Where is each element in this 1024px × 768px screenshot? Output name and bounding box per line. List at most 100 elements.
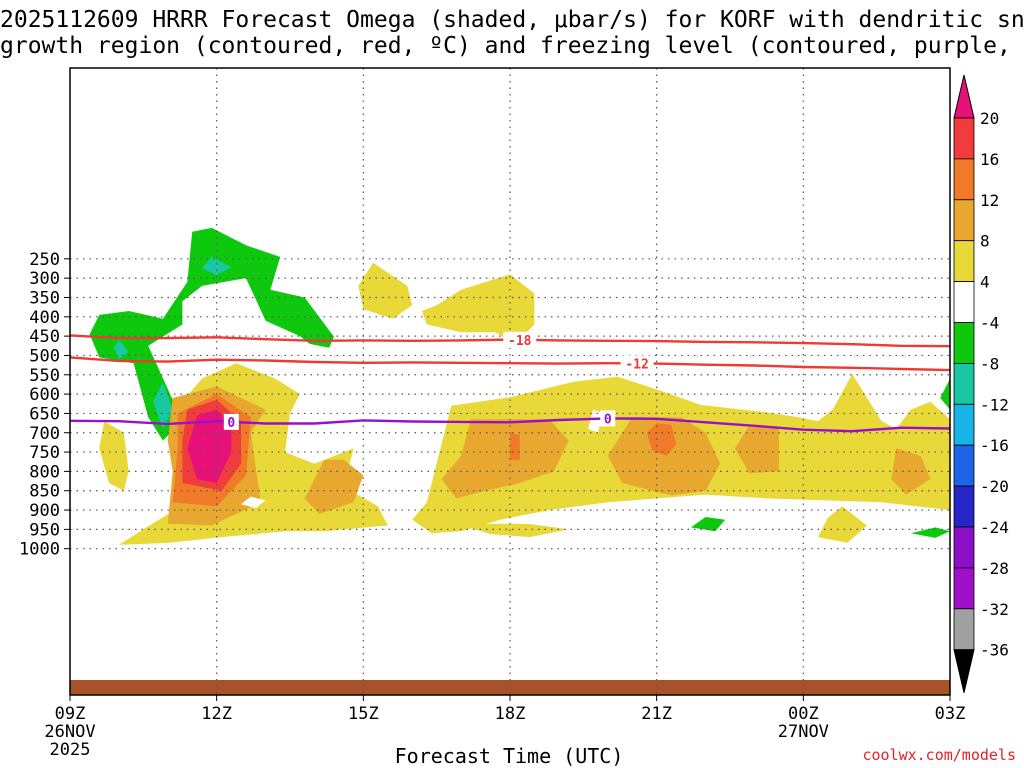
xtick-label-09Z: 09Z [55,704,86,724]
colorbar-swatch-8 [953,403,975,446]
colorbar-arrow-top [953,74,975,119]
colorbar-label-1: 16 [980,150,999,169]
ytick-label-600: 600 [29,385,60,405]
omega-region-16 [734,425,779,474]
omega-region-4 [153,382,173,429]
contour-label-freezing_level-0: 0 [227,416,235,431]
colorbar-label-5: -4 [980,314,999,333]
colorbar-swatch-2 [953,158,975,201]
contour-label-freezing_level-1: 0 [604,412,612,427]
contour-label-bg-freezing_level-1 [600,410,616,427]
colorbar-swatch-9 [953,444,975,487]
ytick-label-450: 450 [29,327,60,347]
x-axis-title: Forecast Time (UTC) [394,744,624,768]
omega-region-1 [246,245,334,348]
contour-freezing_level [69,417,951,433]
contour-label-dgz_bottom-0: -12 [625,357,648,372]
omega-region-19 [510,432,520,460]
ytick-label-1000: 1000 [19,540,60,560]
colorbar-label-0: 20 [980,109,999,128]
ytick-label-700: 700 [29,424,60,444]
ytick-label-900: 900 [29,501,60,521]
omega-region-11 [818,506,867,543]
ytick-label-800: 800 [29,462,60,482]
colorbar-swatch-5 [953,281,975,323]
colorbar-label-13: -36 [980,641,1009,660]
contour-lines: -18 -12 0 0 [69,331,951,433]
xtick-label-21Z: 21Z [641,704,672,724]
colorbar-arrow-bottom [953,649,975,693]
omega-region-14 [441,419,569,499]
colorbar-label-7: -12 [980,395,1009,414]
omega-region-7 [358,262,413,319]
omega-region-26 [910,527,950,538]
colorbar-swatch-13 [953,608,975,651]
colorbar-swatch-1 [953,117,975,160]
omega-region-0 [89,227,246,441]
xtick-label-12Z: 12Z [201,704,232,724]
colorbar-swatch-11 [953,526,975,569]
ytick-label-950: 950 [29,520,60,540]
omega-region-27 [940,378,950,410]
colorbar-swatch-7 [953,362,975,405]
omega-region-20 [646,423,677,456]
chart-title-line-1: 2025112609 HRRR Forecast Omega (shaded, … [0,7,1024,33]
ytick-label-250: 250 [29,250,60,270]
xtick-label-03Z: 03Z [935,704,966,724]
omega-region-25 [690,517,726,532]
ytick-label-400: 400 [29,308,60,328]
grid-lines [70,68,950,695]
ytick-label-550: 550 [29,366,60,386]
omega-region-22 [187,409,232,483]
colorbar-label-4: 4 [980,273,990,292]
colorbar-swatch-3 [953,199,975,242]
colorbar-label-8: -16 [980,436,1009,455]
omega-shading [89,227,950,545]
omega-region-10 [456,523,569,538]
contour-dgz_bottom [69,356,951,372]
omega-region-23 [588,409,603,433]
xtick-label-00Z: 00Z [788,704,819,724]
contour-label-dgz_top-0: -18 [508,334,532,349]
ytick-label-350: 350 [29,288,60,308]
ytick-label-500: 500 [29,346,60,366]
colorbar-label-9: -20 [980,477,1009,496]
omega-region-13 [304,459,364,514]
ytick-label-650: 650 [29,404,60,424]
ground-surface [70,680,950,695]
y-axis: 2503003504004505005506006507007508008509… [19,250,70,560]
colorbar: 20 16 12 8 4 -4 -8 -12 -16 -20 -24 -28 -32 -36 [953,74,1009,693]
omega-region-8 [422,274,535,344]
colorbar-swatch-6 [953,322,975,364]
ytick-label-750: 750 [29,443,60,463]
colorbar-label-12: -32 [980,600,1009,619]
chart-title-line-2: growth region (contoured, red, ºC) and f… [0,33,1024,59]
ytick-label-850: 850 [29,482,60,502]
omega-region-2 [202,256,232,276]
colorbar-swatch-10 [953,485,975,528]
omega-region-6 [99,421,129,491]
omega-region-17 [891,448,931,495]
xtick-date-00Z: 27NOV [778,722,829,742]
xtick-year-09Z: 2025 [50,740,91,760]
colorbar-label-2: 12 [980,191,999,210]
ytick-label-300: 300 [29,269,60,289]
colorbar-swatch-12 [953,567,975,610]
site-credit: coolwx.com/models [862,746,1016,764]
omega-region-15 [607,417,721,496]
xtick-date-09Z: 26NOV [44,722,95,742]
colorbar-label-11: -28 [980,559,1009,578]
omega-region-3 [114,340,129,360]
colorbar-swatch-4 [953,240,975,282]
xtick-label-15Z: 15Z [348,704,379,724]
colorbar-label-10: -24 [980,518,1009,537]
contour-label-bg-dgz_bottom-0 [620,355,654,372]
colorbar-label-3: 8 [980,232,990,251]
xtick-label-18Z: 18Z [495,704,526,724]
contour-label-bg-dgz_top-0 [503,331,537,348]
omega-region-24 [241,496,266,509]
colorbar-label-6: -8 [980,354,999,373]
contour-label-bg-freezing_level-0 [223,413,239,430]
